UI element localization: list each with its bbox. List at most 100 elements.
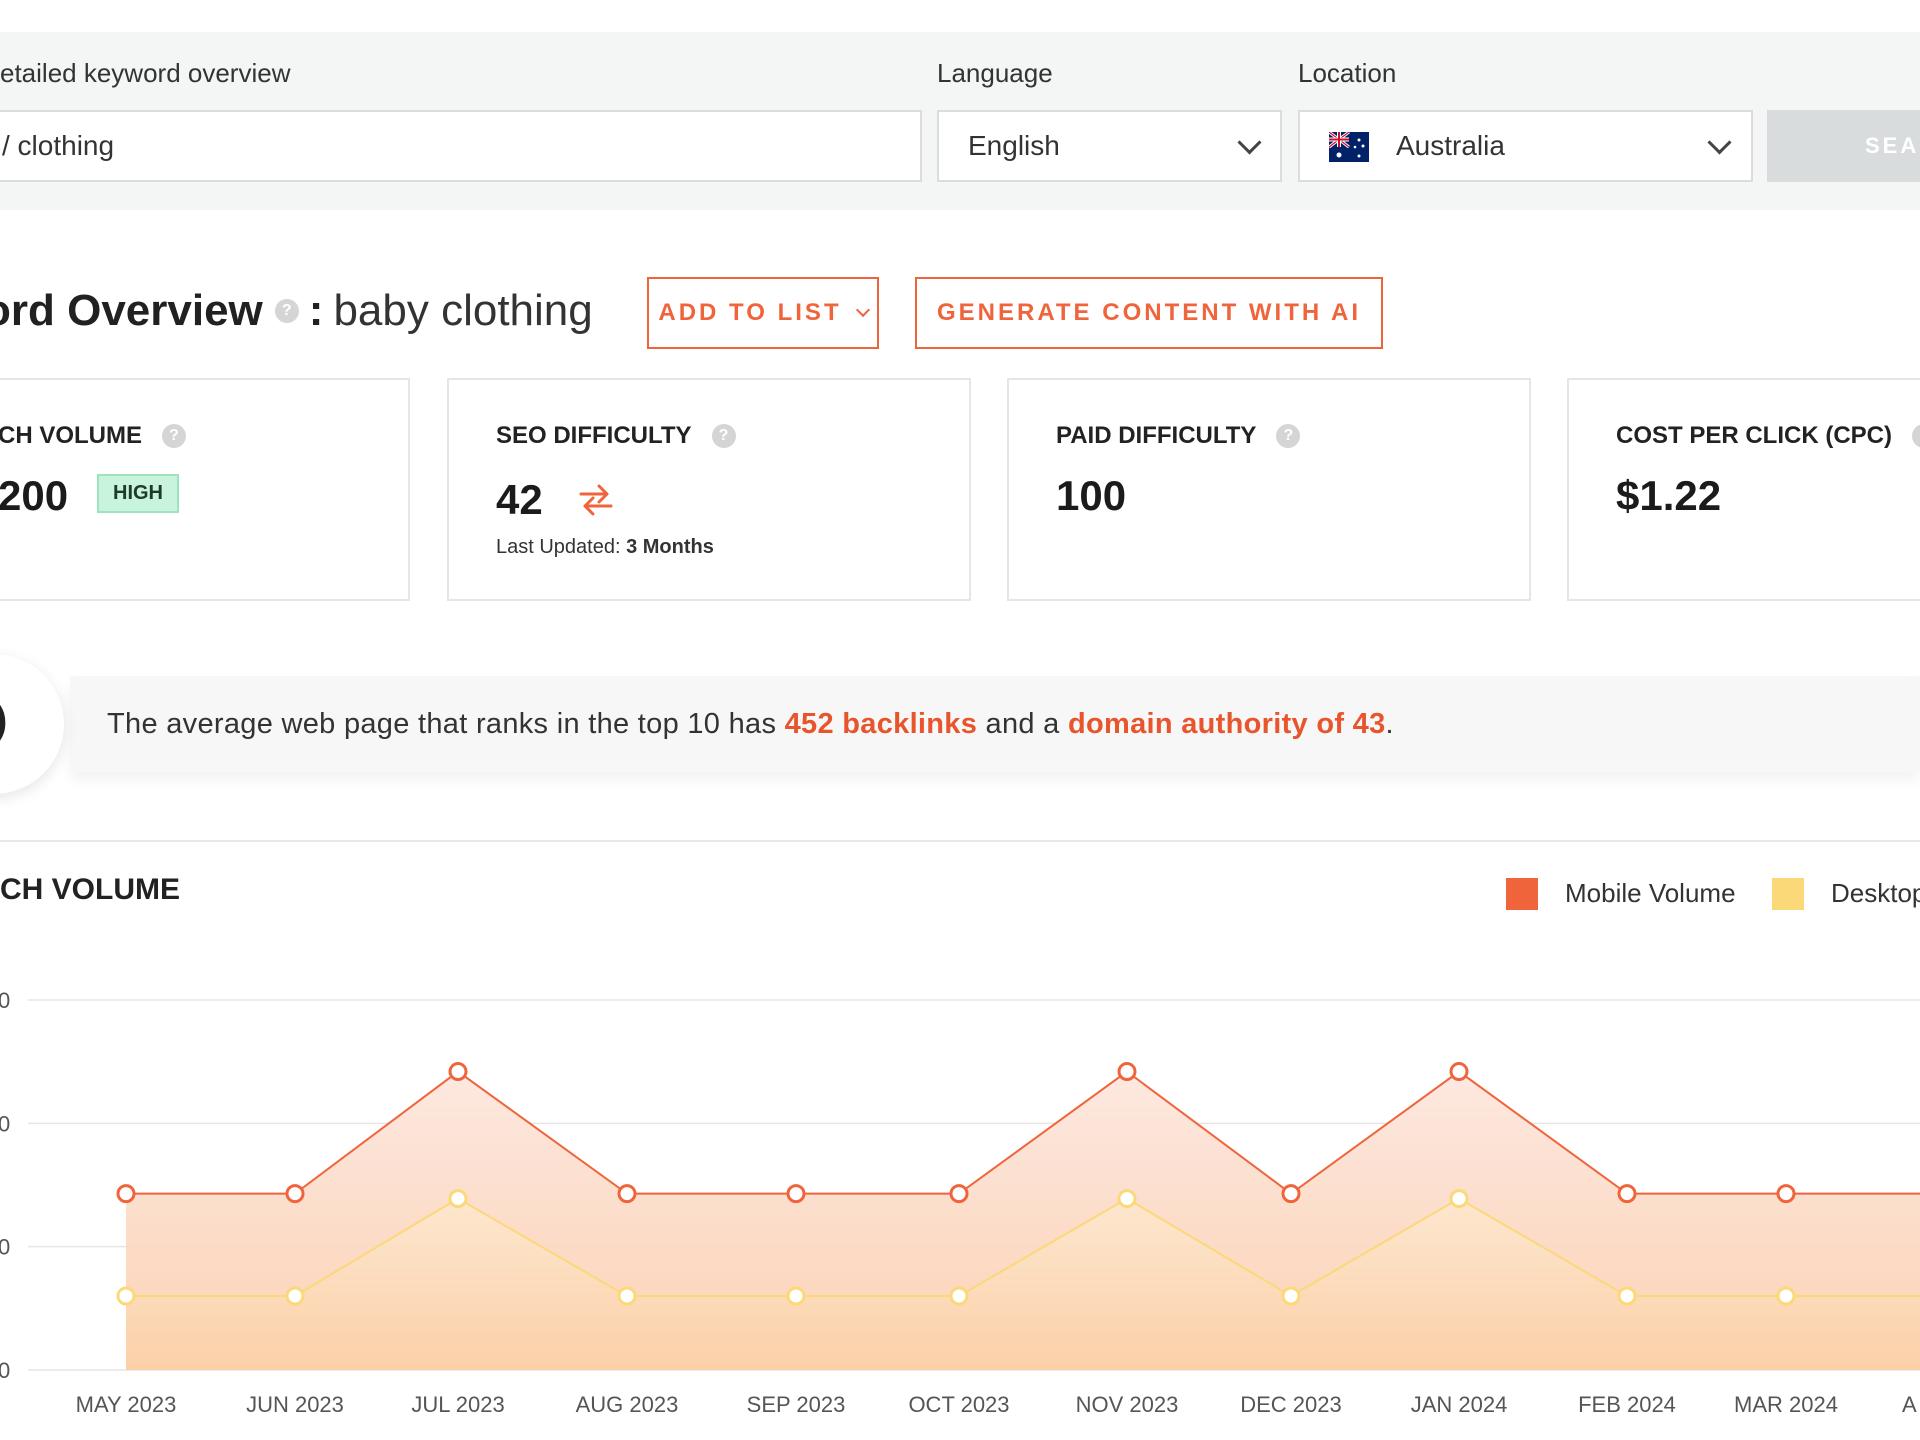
paid-difficulty-card: PAID DIFFICULTY ? 100 (1007, 378, 1531, 601)
keyword-title: baby clothing (333, 286, 593, 335)
data-point-desktop (1117, 1189, 1137, 1209)
banner-badge-text: ) (0, 698, 7, 743)
series-line-desktop (126, 1197, 1920, 1298)
last-updated-label: Last Updated: (496, 536, 621, 558)
banner-text-end: . (1385, 707, 1394, 740)
data-point-mobile (1117, 1062, 1137, 1082)
domain-authority-highlight: domain authority of 43 (1067, 707, 1386, 740)
search-volume-label-text: CH VOLUME (0, 422, 142, 449)
data-point-desktop (1281, 1286, 1301, 1306)
x-tick-label: SEP 2023 (747, 1392, 846, 1417)
x-tick-label: MAR 2024 (1734, 1392, 1838, 1417)
data-point-desktop (285, 1286, 305, 1306)
location-select[interactable]: Australia (1298, 110, 1753, 182)
generate-content-button[interactable]: GENERATE CONTENT WITH AI (915, 277, 1383, 349)
paid-difficulty-label-text: PAID DIFFICULTY (1056, 422, 1257, 449)
legend-desktop-label[interactable]: Desktop (1831, 878, 1920, 908)
banner-text: The average web page that ranks in the t… (107, 707, 777, 740)
x-tick-label: AUG 2023 (576, 1392, 679, 1417)
cpc-label: COST PER CLICK (CPC) ? (1616, 422, 1920, 450)
data-point-mobile (786, 1184, 806, 1204)
location-value: Australia (1396, 130, 1505, 161)
seo-difficulty-label-text: SEO DIFFICULTY (496, 422, 692, 449)
help-icon[interactable]: ? (711, 424, 736, 448)
banner-badge-circle (0, 654, 64, 794)
last-updated-value: 3 Months (626, 536, 714, 558)
data-point-mobile (1281, 1184, 1301, 1204)
search-volume-card: CH VOLUME ? 200 HIGH (0, 378, 410, 601)
language-label: Language (937, 58, 1053, 88)
data-point-desktop (116, 1286, 136, 1306)
data-point-desktop (1776, 1286, 1796, 1306)
help-icon[interactable]: ? (274, 299, 299, 323)
data-point-mobile (116, 1184, 136, 1204)
chevron-down-icon (855, 302, 870, 318)
y-tick-label: 0 (0, 988, 10, 1013)
search-button[interactable]: SEAR (1767, 110, 1920, 182)
x-tick-label: DEC 2023 (1240, 1392, 1342, 1417)
banner-text-middle: and a (985, 707, 1060, 740)
title-separator: : (308, 286, 324, 335)
search-volume-value: 200 (0, 472, 69, 519)
data-point-desktop (786, 1286, 806, 1306)
data-point-mobile (949, 1184, 969, 1204)
add-to-list-button[interactable]: ADD TO LIST (647, 277, 879, 349)
data-point-desktop (1617, 1286, 1637, 1306)
volume-level-badge: HIGH (97, 474, 179, 513)
add-to-list-label: ADD TO LIST (658, 299, 842, 326)
y-tick-label: 0 (0, 1235, 10, 1260)
series-line-mobile (126, 1070, 1920, 1195)
x-tick-label: JAN 2024 (1411, 1392, 1508, 1417)
seo-difficulty-label: SEO DIFFICULTY ? (496, 422, 736, 450)
page-title-text: ord Overview (0, 286, 263, 335)
chevron-down-icon (1237, 130, 1262, 155)
chevron-down-icon (1707, 130, 1732, 155)
data-point-desktop (1449, 1189, 1469, 1209)
backlinks-insight-banner: The average web page that ranks in the t… (70, 676, 1920, 772)
last-updated: Last Updated: 3 Months (496, 536, 714, 559)
data-point-desktop (448, 1189, 468, 1209)
y-tick-label: 0 (0, 1358, 10, 1383)
x-tick-label: JUN 2023 (246, 1392, 344, 1417)
paid-difficulty-label: PAID DIFFICULTY ? (1056, 422, 1301, 450)
data-point-desktop (617, 1286, 637, 1306)
keyword-field-label: etailed keyword overview (0, 58, 291, 88)
x-tick-label: JUL 2023 (411, 1392, 504, 1417)
x-tick-label: OCT 2023 (908, 1392, 1009, 1417)
location-label: Location (1298, 58, 1397, 88)
data-point-mobile (285, 1184, 305, 1204)
series-area-desktop (126, 1198, 1920, 1370)
data-point-mobile (1617, 1184, 1637, 1204)
data-point-mobile (1776, 1184, 1796, 1204)
search-volume-label: CH VOLUME ? (0, 422, 186, 450)
keyword-input[interactable]: / clothing (0, 110, 922, 182)
data-point-desktop (949, 1286, 969, 1306)
cpc-card: COST PER CLICK (CPC) ? $1.22 (1567, 378, 1920, 601)
keyword-input-value: / clothing (2, 130, 115, 161)
seo-difficulty-card: SEO DIFFICULTY ? 42 Last Updated: 3 Mont… (447, 378, 971, 601)
data-point-mobile (1449, 1062, 1469, 1082)
help-icon[interactable]: ? (162, 424, 186, 448)
x-tick-label: MAY 2023 (76, 1392, 177, 1417)
australia-flag-icon (1329, 132, 1369, 162)
data-point-mobile (617, 1184, 637, 1204)
search-volume-chart: 0 0 0 0 MAY 2023 JUN 2023 JUL 2023 AUG 2023 SEP … (0, 988, 1920, 1417)
section-divider (0, 840, 1920, 842)
refresh-icon[interactable] (577, 482, 615, 518)
chart-title: CH VOLUME (0, 873, 180, 906)
seo-difficulty-value: 42 (496, 476, 543, 523)
page-title: ord Overview ? : baby clothing (0, 286, 593, 336)
cpc-label-text: COST PER CLICK (CPC) (1616, 422, 1892, 449)
help-icon[interactable]: ? (1276, 424, 1301, 448)
paid-difficulty-value: 100 (1056, 472, 1127, 519)
help-icon[interactable]: ? (1912, 424, 1920, 448)
legend-mobile-label[interactable]: Mobile Volume (1565, 878, 1736, 908)
backlinks-highlight: 452 backlinks (784, 707, 978, 740)
legend-mobile-swatch (1506, 878, 1538, 910)
legend-desktop-swatch (1772, 878, 1804, 910)
x-tick-label: FEB 2024 (1578, 1392, 1676, 1417)
y-tick-label: 0 (0, 1111, 10, 1136)
x-tick-label: A (1902, 1392, 1917, 1417)
language-value: English (968, 130, 1060, 161)
language-select[interactable]: English (937, 110, 1282, 182)
